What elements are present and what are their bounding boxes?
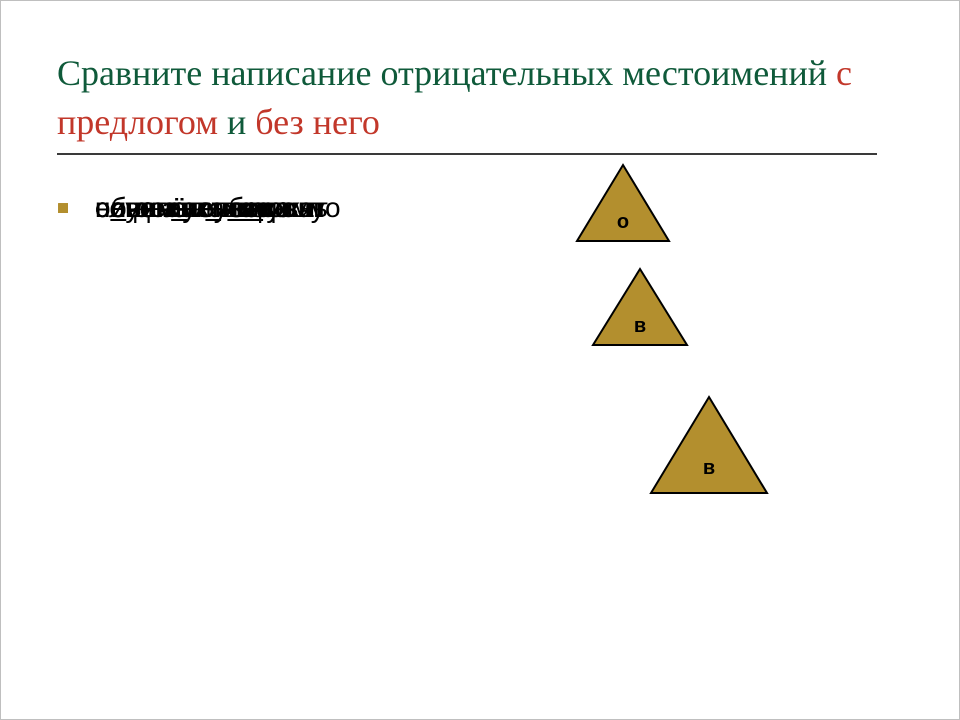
triangle-marker: в (649, 395, 769, 495)
square-bullet-icon: ■ (57, 179, 73, 195)
title-underline (57, 153, 877, 155)
item-text-layer-b: обвинять не за что (95, 179, 341, 237)
page-title: Сравните написание отрицательных местоим… (57, 49, 903, 146)
triangle-label: в (649, 457, 769, 480)
triangle-marker: в (591, 267, 689, 347)
triangle-label: в (591, 315, 689, 338)
title-part-3: и (218, 102, 255, 142)
title-block: Сравните написание отрицательных местоим… (57, 49, 903, 146)
triangle-icon (649, 395, 769, 495)
title-part-1: Сравните написание отрицательных местоим… (57, 53, 836, 93)
text-fragment: обвинять н (95, 192, 238, 223)
slide: Сравните написание отрицательных местоим… (0, 0, 960, 720)
title-part-4-red: без него (255, 102, 380, 142)
triangle-icon (591, 267, 689, 347)
triangle-icon (575, 163, 671, 243)
triangle-marker: о (575, 163, 671, 243)
triangle-label: о (575, 211, 671, 234)
text-underlined: е (238, 192, 254, 223)
text-fragment: за что (254, 192, 341, 223)
